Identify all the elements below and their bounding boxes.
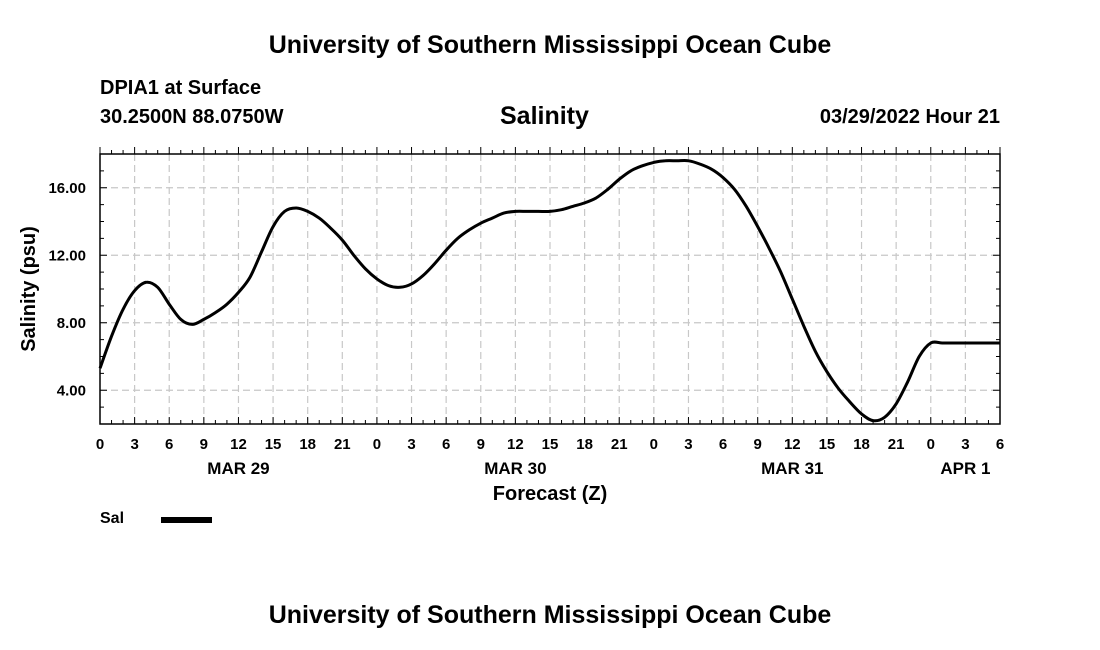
legend-line-swatch: [161, 517, 212, 523]
x-tick-label: 15: [265, 436, 282, 453]
x-tick-label: 0: [96, 436, 104, 453]
x-tick-label: 0: [927, 436, 935, 453]
plot-frame: [99, 153, 1001, 425]
x-axis-title: Forecast (Z): [493, 483, 607, 505]
x-tick-label: 6: [165, 436, 173, 453]
date-label: APR 1: [940, 459, 990, 478]
x-tick-label: 3: [684, 436, 692, 453]
x-tick-label: 18: [853, 436, 870, 453]
y-tick-label: 12.00: [48, 247, 86, 264]
y-tick-label: 16.00: [48, 180, 86, 197]
x-tick-label: 12: [507, 436, 524, 453]
chart-title: Salinity: [500, 102, 589, 130]
x-tick-label: 12: [230, 436, 247, 453]
x-tick-label: 6: [719, 436, 727, 453]
x-tick-label: 9: [754, 436, 762, 453]
station-label: DPIA1 at Surface: [100, 77, 262, 99]
x-tick-label: 3: [407, 436, 415, 453]
date-label: MAR 31: [761, 459, 823, 478]
coordinates-label: 30.2500N 88.0750W: [100, 106, 284, 128]
legend-label: Sal: [100, 510, 125, 527]
x-tick-label: 6: [442, 436, 450, 453]
x-tick-label: 12: [784, 436, 801, 453]
y-tick-label: 4.00: [57, 382, 86, 399]
x-tick-label: 21: [334, 436, 351, 453]
date-label: MAR 29: [207, 459, 269, 478]
y-tick-label: 8.00: [57, 315, 86, 332]
x-tick-label: 21: [888, 436, 905, 453]
date-label: MAR 30: [484, 459, 546, 478]
x-tick-label: 3: [961, 436, 969, 453]
page-title: University of Southern Mississippi Ocean…: [268, 31, 832, 59]
x-tick-label: 3: [130, 436, 138, 453]
x-tick-label: 0: [373, 436, 381, 453]
x-tick-label: 0: [650, 436, 658, 453]
x-tick-label: 18: [299, 436, 316, 453]
x-tick-label: 6: [996, 436, 1004, 453]
x-tick-label: 9: [477, 436, 485, 453]
x-tick-label: 18: [576, 436, 593, 453]
y-axis-title: Salinity (psu): [18, 226, 40, 352]
x-tick-label: 21: [611, 436, 628, 453]
footer-title: University of Southern Mississippi Ocean…: [268, 601, 832, 629]
forecast-datetime: 03/29/2022 Hour 21: [819, 106, 1000, 128]
x-tick-label: 9: [200, 436, 208, 453]
x-tick-label: 15: [819, 436, 836, 453]
salinity-series-line: [98, 159, 1000, 423]
x-tick-label: 15: [542, 436, 559, 453]
